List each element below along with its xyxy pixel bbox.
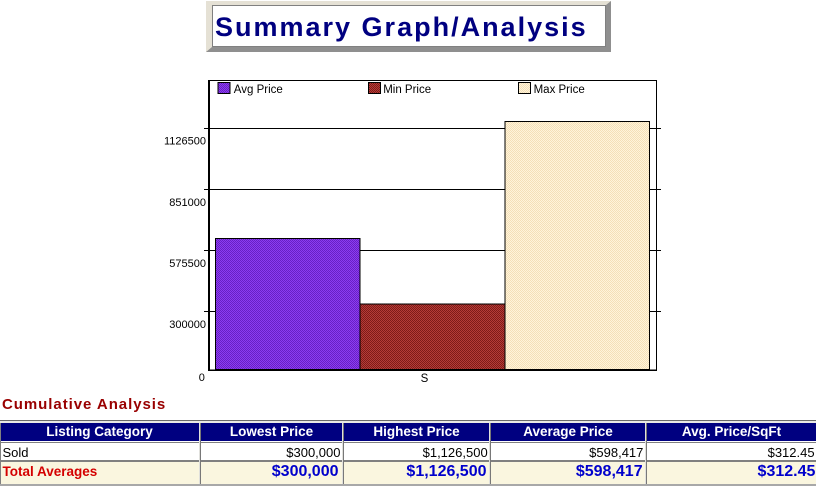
svg-text:Max Price: Max Price bbox=[534, 84, 585, 96]
svg-text:Avg Price: Avg Price bbox=[234, 84, 283, 96]
svg-text:0: 0 bbox=[199, 372, 205, 384]
svg-text:S: S bbox=[421, 373, 429, 385]
svg-text:300000: 300000 bbox=[169, 319, 206, 331]
svg-text:851000: 851000 bbox=[169, 197, 206, 209]
svg-text:575500: 575500 bbox=[169, 258, 206, 270]
svg-text:1126500: 1126500 bbox=[164, 136, 206, 148]
svg-text:Min Price: Min Price bbox=[383, 84, 431, 96]
